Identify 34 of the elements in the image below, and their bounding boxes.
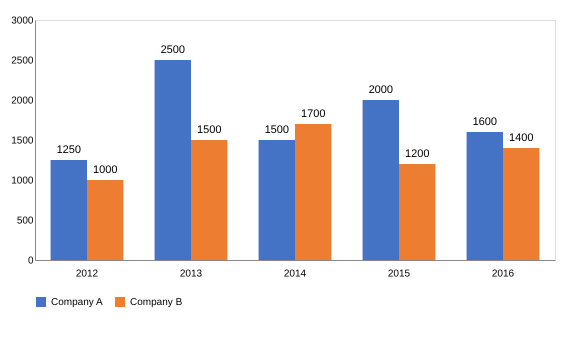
bar xyxy=(503,148,540,260)
bar xyxy=(362,100,399,260)
x-tick-label: 2014 xyxy=(284,268,307,280)
data-label: 1700 xyxy=(300,108,326,120)
x-tick-label: 2013 xyxy=(180,268,203,280)
data-label: 1000 xyxy=(92,164,118,176)
data-label: 1250 xyxy=(56,144,82,156)
data-label: 1500 xyxy=(264,124,290,136)
data-label: 1500 xyxy=(196,124,222,136)
bar xyxy=(154,60,191,260)
data-label: 2500 xyxy=(160,44,186,56)
data-label: 1200 xyxy=(404,148,430,160)
bar xyxy=(258,140,295,260)
bar xyxy=(466,132,503,260)
y-tick-label: 1000 xyxy=(11,176,34,186)
y-tick-label: 2500 xyxy=(11,56,34,66)
y-tick-label: 2000 xyxy=(11,96,34,106)
bar xyxy=(191,140,228,260)
data-label: 2000 xyxy=(368,84,394,96)
x-tick-label: 2015 xyxy=(388,268,411,280)
bar xyxy=(295,124,332,260)
x-tick-label: 2012 xyxy=(76,268,99,280)
y-tick-label: 1500 xyxy=(11,136,34,146)
data-label: 1600 xyxy=(472,116,498,128)
y-tick-label: 0 xyxy=(28,256,34,266)
bar xyxy=(399,164,436,260)
legend-label: Company B xyxy=(130,297,183,308)
bar xyxy=(50,160,87,260)
legend-label: Company A xyxy=(51,297,104,308)
x-tick-label: 2016 xyxy=(492,268,515,280)
data-label: 1400 xyxy=(508,132,534,144)
y-tick-label: 3000 xyxy=(11,16,34,26)
y-tick-label: 500 xyxy=(16,216,34,226)
bar xyxy=(87,180,124,260)
